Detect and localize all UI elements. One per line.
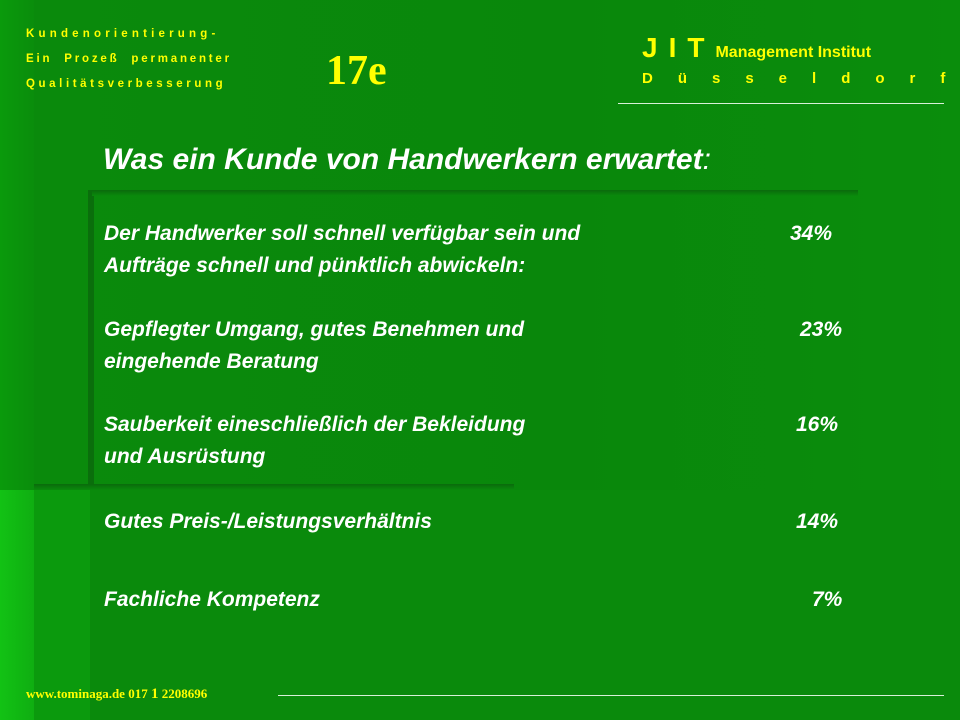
lower-left-band	[34, 486, 90, 720]
list-item: Gepflegter Umgang, gutes Benehmen und ei…	[104, 314, 524, 378]
content-band-edge	[88, 190, 94, 490]
list-item-line1: Sauberkeit eineschließlich der Bekleidun…	[104, 413, 526, 436]
list-item: Der Handwerker soll schnell verfügbar se…	[104, 218, 580, 282]
list-item-line1: Fachliche Kompetenz	[104, 588, 320, 611]
list-item-line1: Gutes Preis-/Leistungsverhältnis	[104, 510, 432, 533]
header-subject-line3: Qualitätsverbesserung	[26, 78, 227, 90]
org-name: Management Institut	[715, 44, 872, 61]
list-item-line1: Gepflegter Umgang, gutes Benehmen und	[104, 318, 525, 341]
slide-number: 17e	[326, 48, 387, 94]
org-header: JITManagement Institut	[642, 32, 871, 64]
list-item: Gutes Preis-/Leistungsverhältnis	[104, 506, 432, 538]
left-strip-upper	[0, 0, 34, 490]
list-item-percent: 7%	[812, 588, 843, 611]
list-item: Fachliche Kompetenz	[104, 584, 320, 616]
list-item-percent: 23%	[800, 318, 843, 341]
list-item-line1: Der Handwerker soll schnell verfügbar se…	[104, 222, 581, 245]
footer-phone-part3: 2208696	[161, 686, 208, 701]
content-band-top	[92, 190, 858, 196]
header-subject-line2: Ein Prozeß permanenter	[26, 53, 232, 65]
org-letters: JIT	[642, 32, 716, 63]
left-accent-strip	[0, 490, 34, 720]
list-item-line2: eingehende Beratung	[104, 350, 319, 373]
page-title: Was ein Kunde von Handwerkern erwartet:	[103, 143, 711, 177]
lower-content-area	[90, 490, 960, 720]
footer-phone-part2: 1	[150, 686, 159, 702]
list-item: Sauberkeit eineschließlich der Bekleidun…	[104, 409, 525, 473]
list-item-percent: 34%	[790, 222, 833, 245]
header-rule	[618, 103, 944, 104]
page-title-colon: :	[702, 143, 711, 176]
footer-phone-part1: 017	[128, 686, 148, 701]
content-band-divider	[34, 484, 514, 490]
header-subject-line1: Kundenorientierung-	[26, 28, 220, 40]
page-title-text: Was ein Kunde von Handwerkern erwartet	[103, 143, 703, 176]
footer-contact: www.tominaga.de 017 1 2208696	[26, 686, 207, 703]
list-item-line2: und Ausrüstung	[104, 445, 266, 468]
list-item-percent: 14%	[796, 510, 839, 533]
list-item-line2: Aufträge schnell und pünktlich abwickeln…	[104, 254, 526, 277]
header-subject: Kundenorientierung- Ein Prozeß permanent…	[26, 22, 232, 97]
org-city: Düsseldorf	[642, 70, 960, 87]
footer-website: www.tominaga.de	[26, 686, 125, 701]
list-item-percent: 16%	[796, 413, 839, 436]
footer-rule	[278, 695, 944, 696]
